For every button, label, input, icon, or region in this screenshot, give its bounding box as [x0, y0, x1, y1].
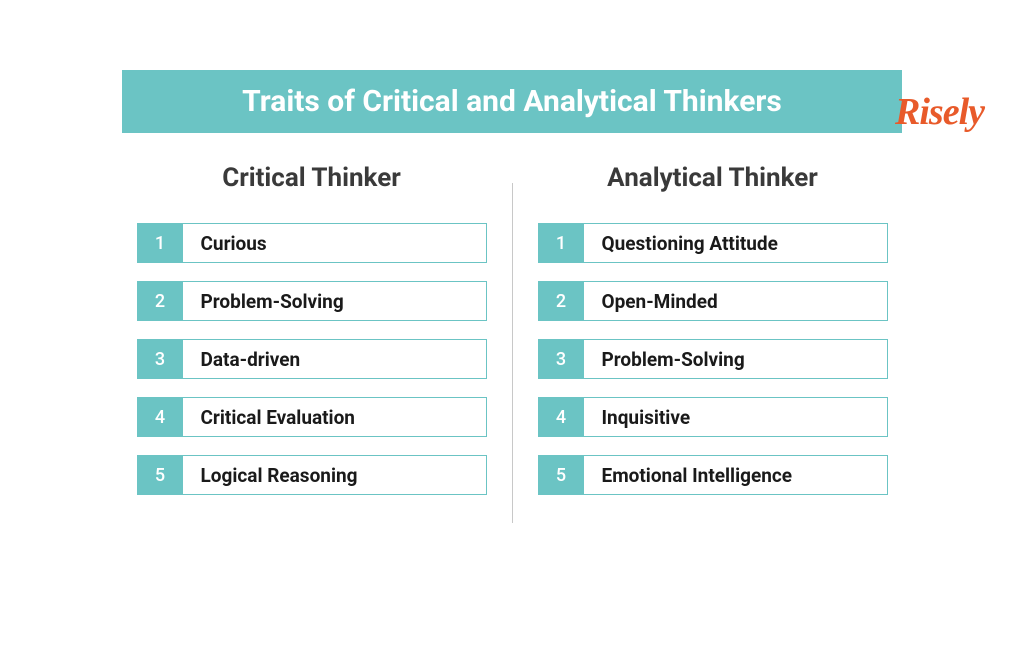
critical-thinker-column: Critical Thinker 1 Curious 2 Problem-Sol…: [112, 163, 512, 523]
trait-label: Problem-Solving: [183, 282, 486, 320]
trait-number: 2: [138, 282, 183, 320]
trait-label: Problem-Solving: [584, 340, 887, 378]
trait-number: 4: [138, 398, 183, 436]
trait-number: 3: [138, 340, 183, 378]
main-title-banner: Traits of Critical and Analytical Thinke…: [122, 70, 902, 133]
trait-row: 3 Data-driven: [137, 339, 487, 379]
trait-row: 5 Emotional Intelligence: [538, 455, 888, 495]
trait-row: 4 Critical Evaluation: [137, 397, 487, 437]
trait-number: 4: [539, 398, 584, 436]
trait-row: 2 Problem-Solving: [137, 281, 487, 321]
critical-thinker-heading: Critical Thinker: [137, 163, 487, 193]
trait-number: 1: [539, 224, 584, 262]
columns-container: Critical Thinker 1 Curious 2 Problem-Sol…: [0, 163, 1024, 523]
trait-row: 4 Inquisitive: [538, 397, 888, 437]
trait-row: 3 Problem-Solving: [538, 339, 888, 379]
trait-row: 5 Logical Reasoning: [137, 455, 487, 495]
trait-number: 3: [539, 340, 584, 378]
trait-label: Data-driven: [183, 340, 486, 378]
brand-logo: Risely: [895, 90, 984, 134]
trait-label: Emotional Intelligence: [584, 456, 887, 494]
trait-label: Open-Minded: [584, 282, 887, 320]
trait-number: 1: [138, 224, 183, 262]
analytical-thinker-heading: Analytical Thinker: [538, 163, 888, 193]
trait-row: 1 Curious: [137, 223, 487, 263]
trait-row: 2 Open-Minded: [538, 281, 888, 321]
trait-label: Logical Reasoning: [183, 456, 486, 494]
trait-number: 5: [539, 456, 584, 494]
analytical-thinker-column: Analytical Thinker 1 Questioning Attitud…: [513, 163, 913, 523]
trait-label: Inquisitive: [584, 398, 887, 436]
trait-label: Questioning Attitude: [584, 224, 887, 262]
trait-number: 2: [539, 282, 584, 320]
trait-number: 5: [138, 456, 183, 494]
trait-label: Curious: [183, 224, 486, 262]
trait-label: Critical Evaluation: [183, 398, 486, 436]
trait-row: 1 Questioning Attitude: [538, 223, 888, 263]
